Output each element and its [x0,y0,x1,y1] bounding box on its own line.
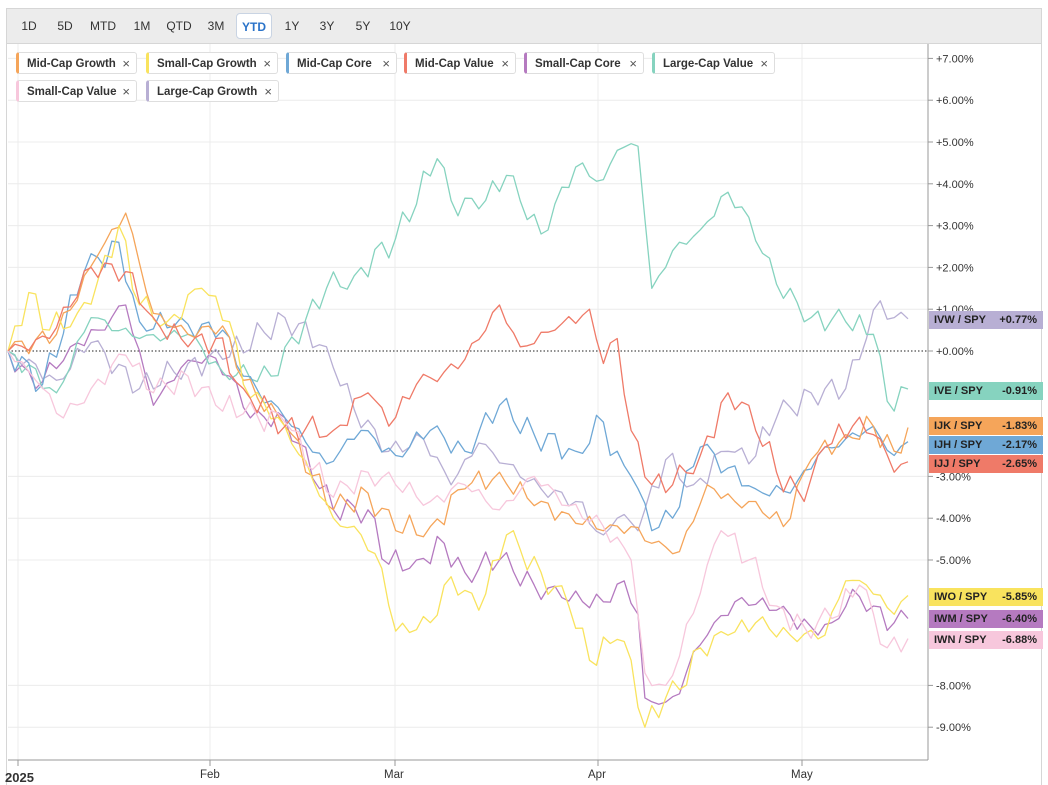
timeframe-3y-button[interactable]: 3Y [319,19,335,33]
legend-chip-small-cap-growth[interactable]: Small-Cap Growth × [146,52,278,74]
timeframe-1m-button[interactable]: 1M [133,19,151,33]
series-line-large-cap-value [7,143,909,412]
timeframe-toolbar: 1D 5D MTD 1M QTD 3M YTD 1Y 3Y 5Y 10Y [7,9,1041,44]
last-value-tag-iwo: IWO / SPY -5.85% [929,588,1043,606]
series-line-mid-cap-growth [7,212,909,555]
timeframe-mtd-button[interactable]: MTD [90,19,116,33]
legend-chip-label: Mid-Cap Growth [27,58,116,70]
legend-chip-label: Large-Cap Value [663,58,754,70]
tag-value: -5.85% [1002,591,1037,603]
y-tick-label: +6.00% [936,95,974,107]
tag-ticker: IJK / SPY [934,420,983,432]
y-tick-label: +5.00% [936,137,974,149]
x-tick-label: May [791,769,813,781]
y-tick-label: -8.00% [936,680,971,692]
y-tick-label: +7.00% [936,53,974,65]
legend-chip-mid-cap-core[interactable]: Mid-Cap Core × [286,52,397,74]
tag-ticker: IWN / SPY [934,634,987,646]
tag-value: -0.91% [1002,385,1037,397]
timeframe-1d-button[interactable]: 1D [21,19,37,33]
close-icon[interactable]: × [501,56,509,71]
close-icon[interactable]: × [122,56,130,71]
legend-chip-small-cap-core[interactable]: Small-Cap Core × [524,52,644,74]
x-tick-label: Mar [384,769,404,781]
close-icon[interactable]: × [382,56,390,71]
legend-chip-mid-cap-value[interactable]: Mid-Cap Value × [404,52,516,74]
y-tick-label: +0.00% [936,346,974,358]
last-value-tag-ijk: IJK / SPY -1.83% [929,417,1043,435]
timeframe-3m-button[interactable]: 3M [207,19,225,33]
timeframe-qtd-button[interactable]: QTD [166,19,192,33]
series-line-mid-cap-value [7,262,909,503]
close-icon[interactable]: × [264,84,272,99]
x-tick-label: Apr [588,769,606,781]
series-line-mid-cap-core [7,240,909,532]
axes: +7.00%+6.00%+5.00%+4.00%+3.00%+2.00%+1.0… [5,44,974,785]
timeframe-5y-button[interactable]: 5Y [355,19,371,33]
tag-value: -6.40% [1002,613,1037,625]
last-value-tag-ijh: IJH / SPY -2.17% [929,436,1043,454]
series-line-small-cap-core [7,304,909,705]
tag-value: -6.88% [1002,634,1037,646]
last-value-tag-ivw: IVW / SPY +0.77% [929,311,1043,329]
legend-chip-label: Small-Cap Core [535,58,621,70]
tag-ticker: IJJ / SPY [934,458,981,470]
close-icon[interactable]: × [760,56,768,71]
legend-chip-label: Small-Cap Growth [157,58,257,70]
gridlines [8,44,928,760]
legend-chip-mid-cap-growth[interactable]: Mid-Cap Growth × [16,52,137,74]
legend-chip-large-cap-growth[interactable]: Large-Cap Growth × [146,80,279,102]
tag-value: -2.65% [1002,458,1037,470]
timeframe-ytd-button[interactable]: YTD [236,13,272,39]
tag-ticker: IJH / SPY [934,439,983,451]
close-icon[interactable]: × [122,84,130,99]
tag-value: +0.77% [999,314,1037,326]
close-icon[interactable]: × [629,56,637,71]
legend-chip-label: Mid-Cap Value [415,58,494,70]
tag-ticker: IWM / SPY [934,613,988,625]
legend-chip-label: Mid-Cap Core [297,58,372,70]
y-tick-label: +2.00% [936,262,974,274]
legend-chip-label: Small-Cap Value [27,86,117,98]
y-tick-label: -9.00% [936,722,971,734]
y-tick-label: +3.00% [936,221,974,233]
series-line-small-cap-value [7,350,909,687]
legend-chip-large-cap-value[interactable]: Large-Cap Value × [652,52,775,74]
series-lines [7,143,909,728]
close-icon[interactable]: × [263,56,271,71]
legend-chip-label: Large-Cap Growth [157,86,258,98]
timeframe-5d-button[interactable]: 5D [57,19,73,33]
timeframe-1y-button[interactable]: 1Y [284,19,300,33]
last-value-tag-iwm: IWM / SPY -6.40% [929,610,1043,628]
y-tick-label: -4.00% [936,513,971,525]
y-tick-label: -3.00% [936,471,971,483]
y-tick-label: +4.00% [936,179,974,191]
tag-ticker: IWO / SPY [934,591,988,603]
tag-ticker: IVE / SPY [934,385,983,397]
timeframe-10y-button[interactable]: 10Y [389,19,411,33]
series-line-large-cap-growth [7,300,909,536]
x-tick-label: 2025 [5,770,34,785]
last-value-tag-ijj: IJJ / SPY -2.65% [929,455,1043,473]
tag-ticker: IVW / SPY [934,314,986,326]
tag-value: -2.17% [1002,439,1037,451]
tag-value: -1.83% [1002,420,1037,432]
x-tick-label: Feb [200,769,220,781]
legend-chip-small-cap-value[interactable]: Small-Cap Value × [16,80,137,102]
last-value-tag-iwn: IWN / SPY -6.88% [929,631,1043,649]
y-tick-label: -5.00% [936,555,971,567]
last-value-tag-ive: IVE / SPY -0.91% [929,382,1043,400]
